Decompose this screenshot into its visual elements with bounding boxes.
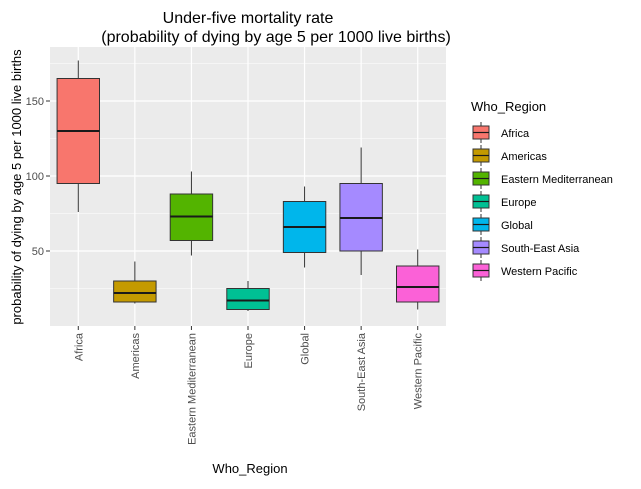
legend-item-2: Eastern Mediterranean [472, 168, 613, 189]
box-body [396, 265, 440, 303]
box-3 [226, 281, 270, 311]
legend-label: Europe [501, 197, 536, 209]
chart-title-line1: Under-five mortality rate [163, 10, 334, 27]
box-layer [56, 60, 440, 311]
legend-title: Who_Region [471, 99, 546, 114]
y-tick-label: 50 [32, 246, 44, 258]
y-axis-title: probability of dying by age 5 per 1000 l… [9, 49, 24, 325]
x-tick-label: Eastern Mediterranean [186, 333, 198, 445]
box-0 [56, 60, 100, 212]
legend-item-0: Africa [472, 122, 530, 143]
y-tick-label: 100 [26, 171, 44, 183]
legend: Who_Region Africa Americas Eastern Mediter… [471, 99, 613, 281]
x-axis-title: Who_Region [212, 461, 287, 476]
box-body [226, 288, 270, 310]
legend-label: Global [501, 220, 533, 232]
chart-title-line2: (probability of dying by age 5 per 1000 … [101, 29, 451, 46]
box-5 [339, 147, 383, 275]
legend-label: South-East Asia [501, 243, 580, 255]
x-tick-label: Americas [130, 333, 142, 379]
legend-label: Africa [501, 128, 530, 140]
legend-label: Western Pacific [501, 266, 578, 278]
legend-item-5: South-East Asia [472, 237, 580, 258]
x-tick-label: South-East Asia [356, 332, 368, 411]
legend-item-3: Europe [472, 191, 536, 212]
box-6 [396, 249, 440, 310]
legend-item-6: Western Pacific [472, 260, 578, 281]
box-4 [282, 186, 327, 268]
box-body [113, 280, 157, 303]
legend-item-1: Americas [472, 145, 547, 166]
box-2 [169, 171, 214, 256]
x-tick-label: Global [300, 333, 312, 365]
x-tick-label: Africa [73, 332, 85, 361]
legend-label: Americas [501, 151, 547, 163]
x-tick-label: Europe [243, 333, 255, 368]
legend-label: Eastern Mediterranean [501, 174, 613, 186]
y-tick-label: 150 [26, 96, 44, 108]
x-tick-label: Western Pacific [413, 333, 425, 410]
box-1 [113, 261, 157, 304]
axis-layer: 50 100 150 Africa Americas Eastern Mediterran… [26, 96, 425, 445]
legend-item-4: Global [472, 214, 533, 235]
